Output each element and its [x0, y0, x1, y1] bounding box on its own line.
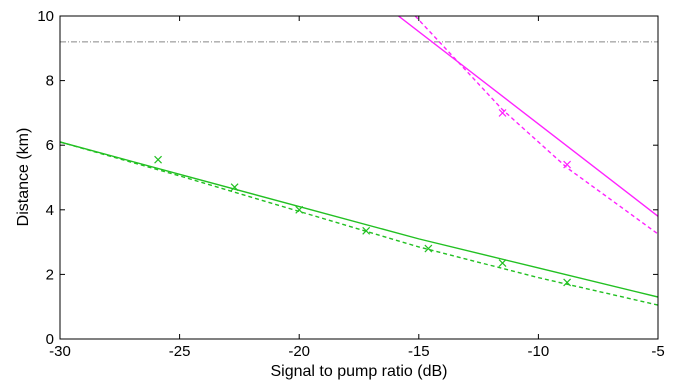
y-axis-label: Distance (km): [15, 128, 32, 227]
data-point-marker: [230, 183, 239, 192]
x-tick-label: -5: [651, 343, 664, 360]
data-point-marker: [498, 259, 507, 268]
x-tick-label: -25: [169, 343, 191, 360]
x-tick-label: -30: [49, 343, 71, 360]
y-tick-label: 4: [46, 202, 54, 219]
data-point-marker: [563, 160, 572, 169]
dashed-series-line: [414, 16, 658, 235]
axes-layer: -30 -25 -20 -15 -10 -5 0 2 4 6 8 10: [37, 8, 664, 360]
plot-area: [60, 16, 658, 339]
y-tick-label: 10: [37, 8, 54, 25]
x-axis-label: Signal to pump ratio (dB): [271, 363, 448, 380]
series-layer: [60, 16, 658, 306]
data-point-marker: [563, 278, 572, 287]
y-tick-label: 8: [46, 73, 54, 90]
plot-frame: [59, 15, 659, 340]
data-point-marker: [424, 244, 433, 253]
data-point-marker: [295, 205, 304, 214]
data-point-marker: [154, 155, 162, 164]
x-tick-label: -15: [408, 343, 430, 360]
dashed-series-line: [60, 141, 658, 306]
data-point-marker: [498, 108, 507, 117]
x-tick-label: -20: [288, 343, 310, 360]
data-point-marker: [362, 226, 371, 235]
y-tick-label: 2: [46, 266, 54, 283]
solid-series-line: [60, 141, 658, 298]
y-tick-label: 6: [46, 137, 54, 154]
y-tick-label: 0: [46, 331, 54, 348]
solid-series-line: [398, 16, 658, 217]
x-tick-label: -10: [528, 343, 550, 360]
